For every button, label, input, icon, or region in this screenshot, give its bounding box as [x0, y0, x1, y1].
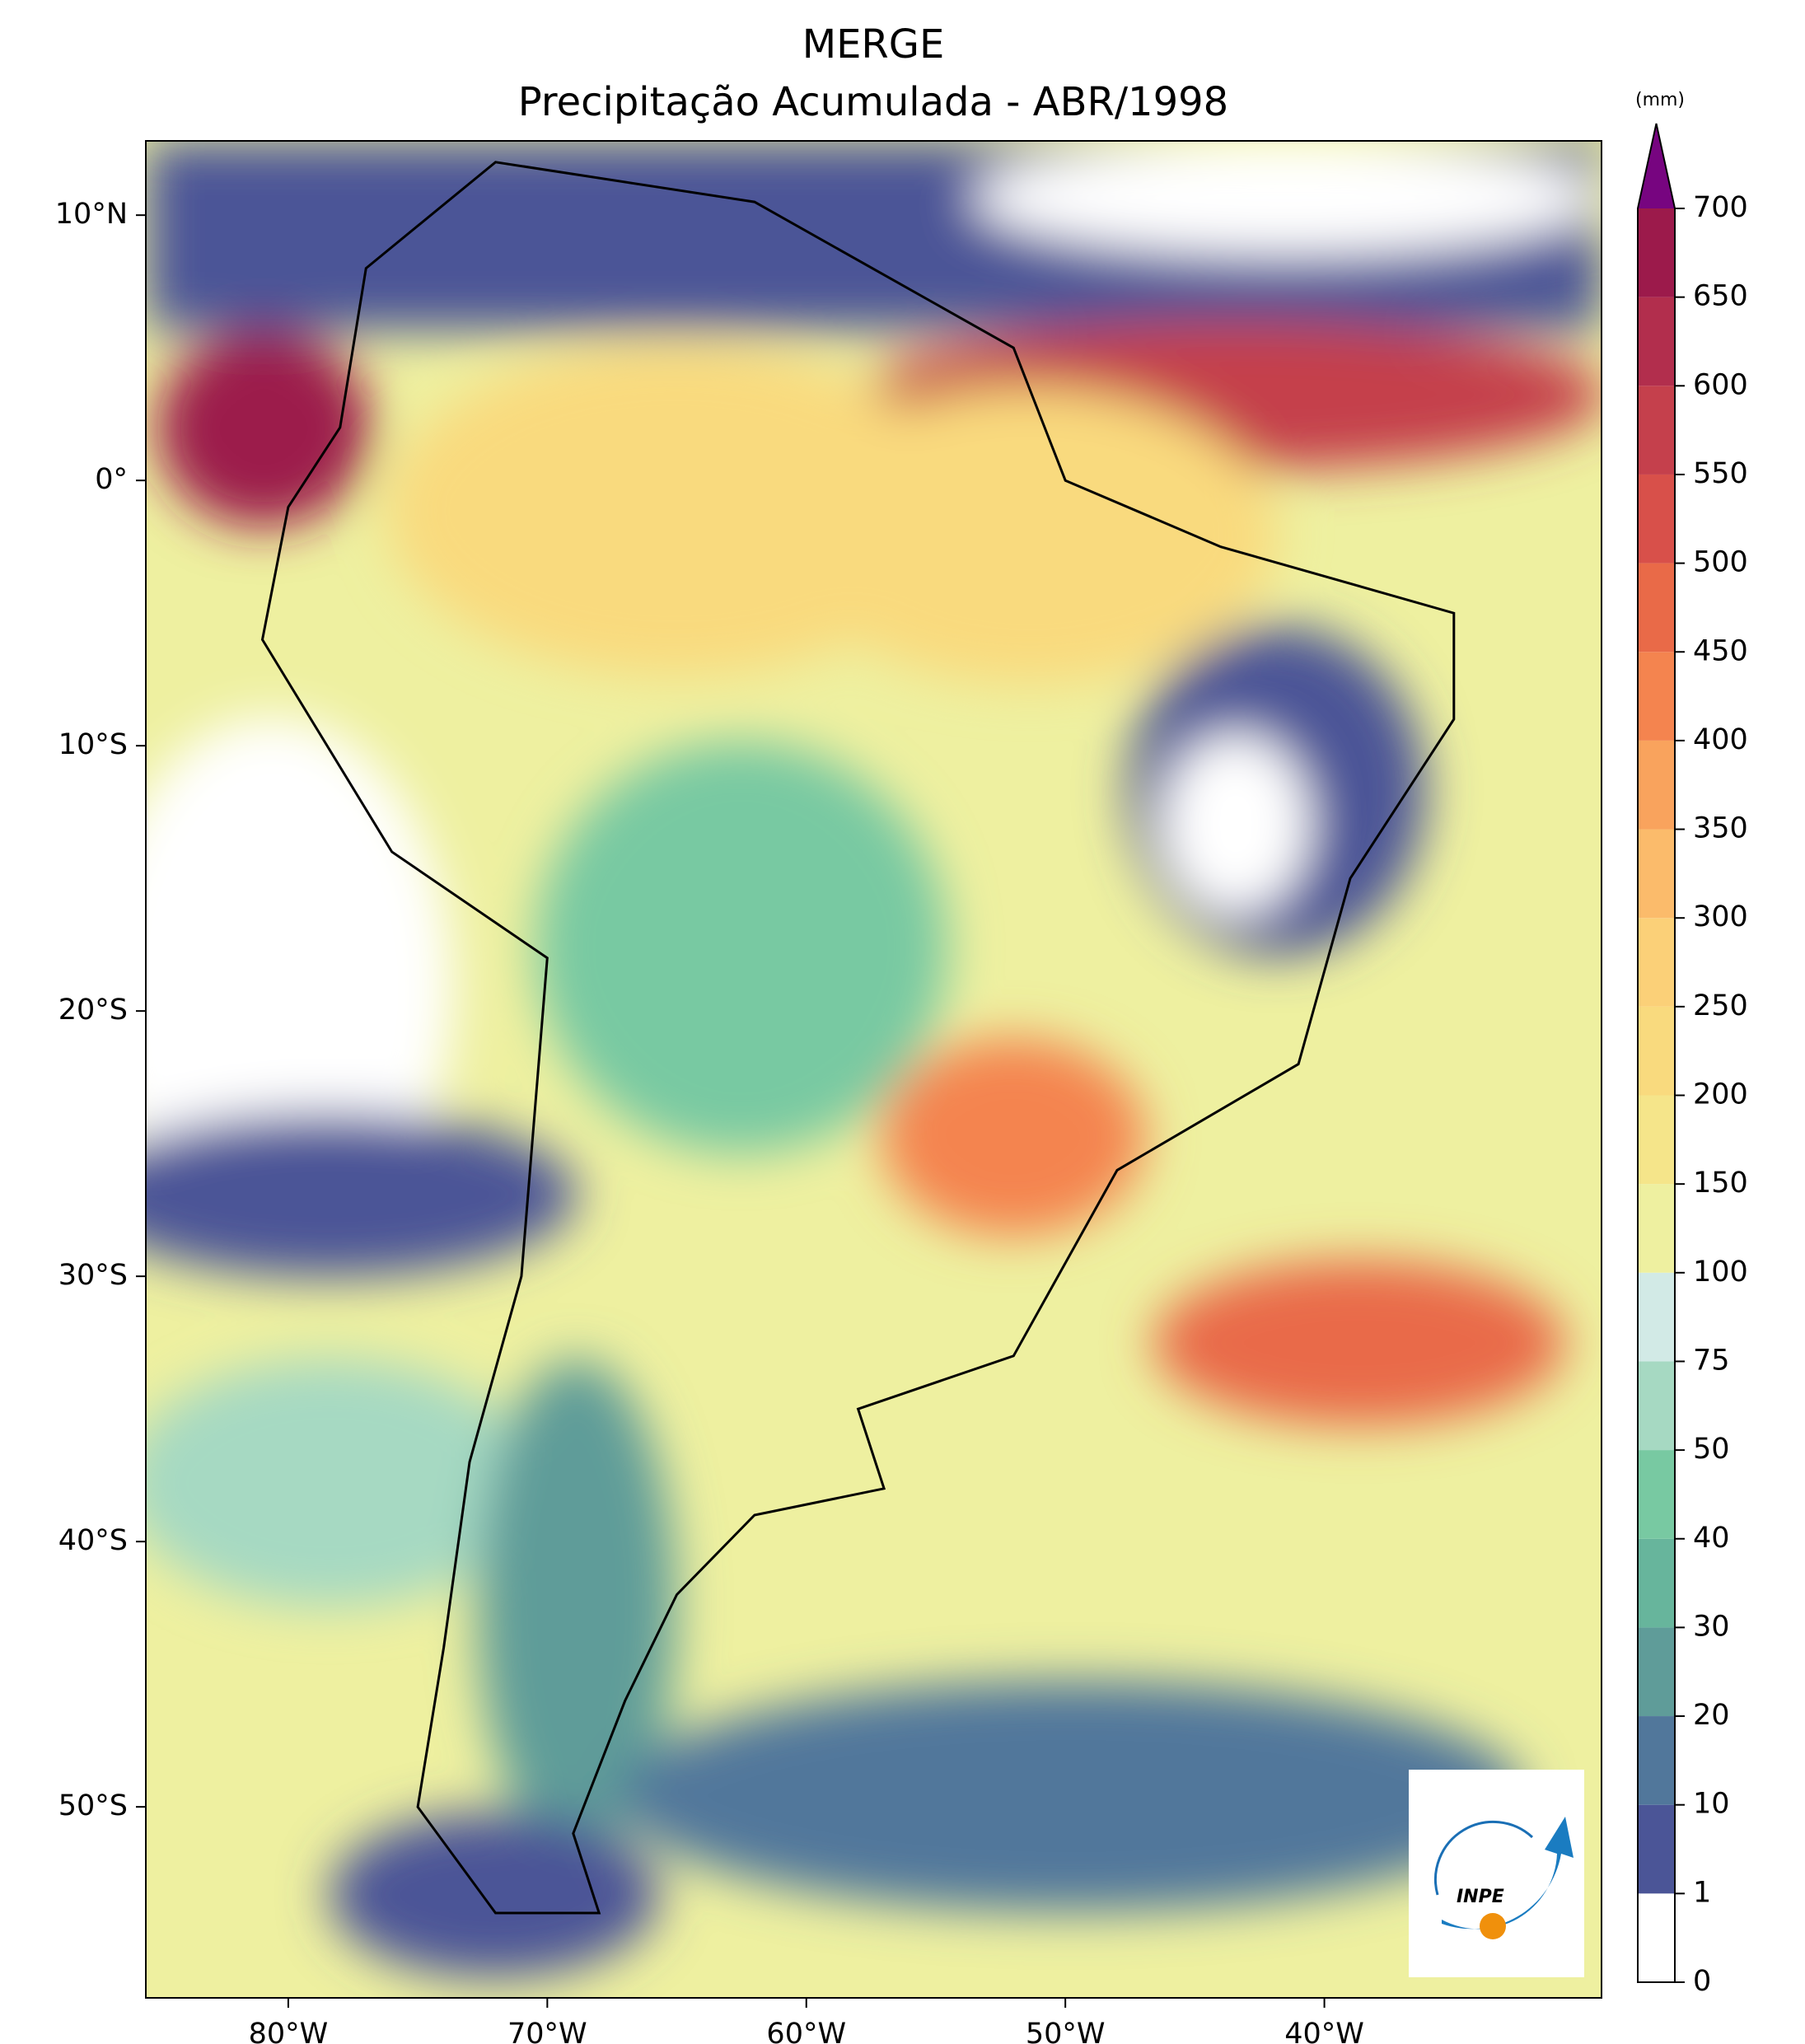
colorbar-segment — [1638, 297, 1675, 386]
colorbar: 0 1 10 20 30 40 50 75 100 150 200 250 300 350 400 450 50… — [1637, 123, 1748, 1998]
colorbar-label: 550 — [1693, 457, 1748, 490]
colorbar-label: 650 — [1693, 280, 1748, 313]
colorbar-label: 50 — [1693, 1433, 1730, 1466]
colorbar-label: 350 — [1693, 812, 1748, 845]
colorbar-label: 300 — [1693, 900, 1748, 933]
colorbar-segment — [1638, 474, 1675, 564]
colorbar-label: 40 — [1693, 1522, 1730, 1555]
colorbar-segment — [1638, 1538, 1675, 1628]
colorbar-label: 500 — [1693, 546, 1748, 579]
map-subtitle: Precipitação Acumulada - ABR/1998 — [518, 79, 1228, 125]
map-frame — [145, 140, 1602, 1999]
precip-field — [146, 141, 1602, 1998]
colorbar-label: 10 — [1693, 1788, 1730, 1821]
colorbar-segment — [1638, 1450, 1675, 1539]
colorbar-segment — [1638, 1361, 1675, 1451]
y-tick-label: 10°N — [55, 198, 128, 231]
colorbar-label: 100 — [1693, 1256, 1748, 1289]
x-tick-label: 50°W — [1026, 2018, 1106, 2044]
colorbar-label: 450 — [1693, 634, 1748, 667]
x-tick-label: 40°W — [1284, 2018, 1364, 2044]
colorbar-segment — [1638, 1006, 1675, 1096]
colorbar-segment — [1638, 829, 1675, 919]
colorbar-segment — [1638, 652, 1675, 741]
y-tick-label: 50°S — [58, 1789, 128, 1822]
colorbar-label: 20 — [1693, 1699, 1730, 1732]
colorbar-segment — [1638, 208, 1675, 297]
colorbar-label: 700 — [1693, 191, 1748, 224]
colorbar-label: 250 — [1693, 989, 1748, 1022]
map-title: MERGE — [802, 21, 945, 68]
colorbar-segment — [1638, 563, 1675, 652]
colorbar-label: 0 — [1693, 1965, 1711, 1998]
logo-text: INPE — [1457, 1887, 1504, 1907]
x-tick-label: 60°W — [766, 2018, 846, 2044]
coastline — [260, 161, 1456, 1915]
colorbar-label: 400 — [1693, 723, 1748, 756]
y-tick-label: 30°S — [58, 1259, 128, 1292]
colorbar-extend — [1638, 124, 1675, 208]
colorbar-segment — [1638, 1184, 1675, 1273]
colorbar-segment — [1638, 1893, 1675, 1982]
x-tick-label: 70°W — [507, 2018, 587, 2044]
colorbar-segment — [1638, 1095, 1675, 1185]
colorbar-label: 1 — [1693, 1876, 1711, 1909]
colorbar-label: 200 — [1693, 1078, 1748, 1111]
colorbar-outline — [1637, 123, 1676, 1983]
colorbar-segment — [1638, 1804, 1675, 1894]
x-tick-label: 80°W — [249, 2018, 329, 2044]
colorbar-segment — [1638, 918, 1675, 1007]
colorbar-label: 75 — [1693, 1344, 1730, 1377]
y-tick-label: 40°S — [58, 1524, 128, 1557]
y-tick-label: 0° — [95, 463, 128, 496]
colorbar-segment — [1638, 386, 1675, 475]
inpe-logo: INPE — [1409, 1770, 1584, 1977]
colorbar-segment — [1638, 1627, 1675, 1717]
colorbar-label: 600 — [1693, 368, 1748, 401]
colorbar-segment — [1638, 1716, 1675, 1805]
colorbar-label: 30 — [1693, 1610, 1730, 1643]
colorbar-segment — [1638, 740, 1675, 830]
y-tick-label: 10°S — [58, 728, 128, 761]
colorbar-unit: (mm) — [1635, 90, 1685, 110]
y-tick-label: 20°S — [58, 994, 128, 1027]
colorbar-label: 150 — [1693, 1167, 1748, 1200]
colorbar-segment — [1638, 1272, 1675, 1362]
